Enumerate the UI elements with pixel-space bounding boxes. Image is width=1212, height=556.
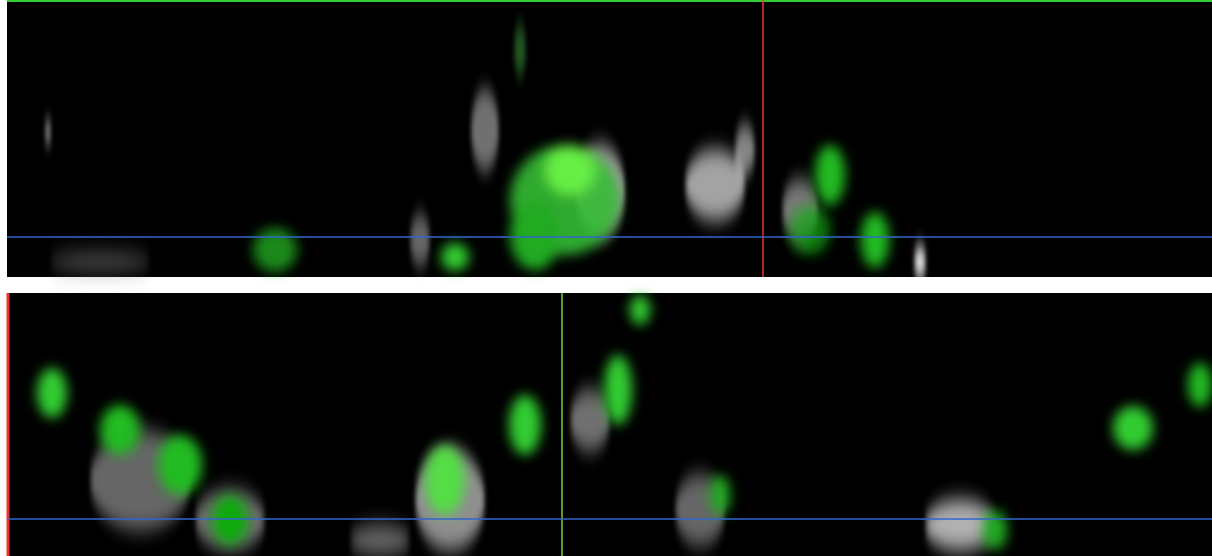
top-panel — [7, 0, 1212, 277]
panel-background — [7, 0, 1212, 277]
orthogonal-views — [0, 0, 1212, 556]
page — [0, 0, 1212, 556]
bottom-panel — [7, 293, 1212, 556]
